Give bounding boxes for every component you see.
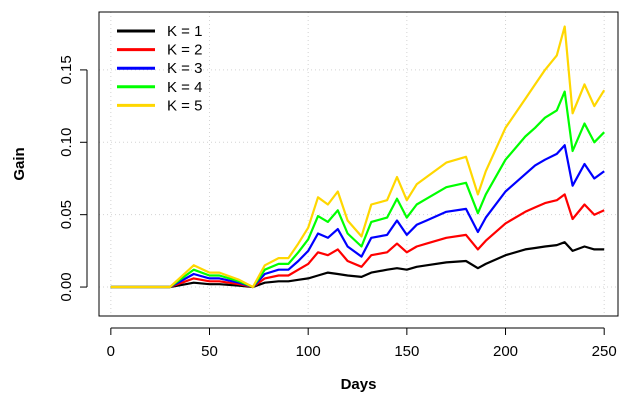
y-tick-label: 0.00: [58, 272, 75, 301]
legend-label-k2: K = 2: [167, 42, 202, 59]
series-lines: [110, 25, 606, 289]
y-tick-label: 0.05: [58, 200, 75, 229]
x-tick-label: 0: [107, 343, 115, 360]
x-tick-label: 150: [394, 343, 419, 360]
grid: [99, 12, 618, 316]
series-line-k3: [110, 144, 605, 289]
x-axis-label: Days: [341, 376, 377, 393]
legend: K = 1 K = 2K = 3 K = 4K = 5: [117, 23, 202, 114]
series-line-k5: [110, 25, 606, 289]
series-line-k4: [110, 90, 605, 289]
x-tick-label: 100: [296, 343, 321, 360]
series-line-k1: [110, 241, 605, 289]
legend-label-k4: K = 4: [167, 79, 202, 96]
legend-label-k1: K = 1: [167, 23, 202, 40]
legend-label-k3: K = 3: [167, 60, 202, 77]
x-tick-label: 50: [201, 343, 218, 360]
series-line-k2: [110, 193, 605, 289]
legend-label-k5: K = 5: [167, 97, 202, 114]
y-axis-label: Gain: [11, 147, 28, 180]
y-tick-label: 0.15: [58, 55, 75, 84]
plot-frame: [98, 11, 619, 317]
y-tick-label: 0.10: [58, 128, 75, 157]
y-axis: 0.00 0.05 0.10 0.15: [58, 55, 88, 302]
x-axis: 0 50 100 150 200 250: [107, 327, 617, 360]
x-tick-label: 250: [592, 343, 617, 360]
x-tick-label: 200: [493, 343, 518, 360]
